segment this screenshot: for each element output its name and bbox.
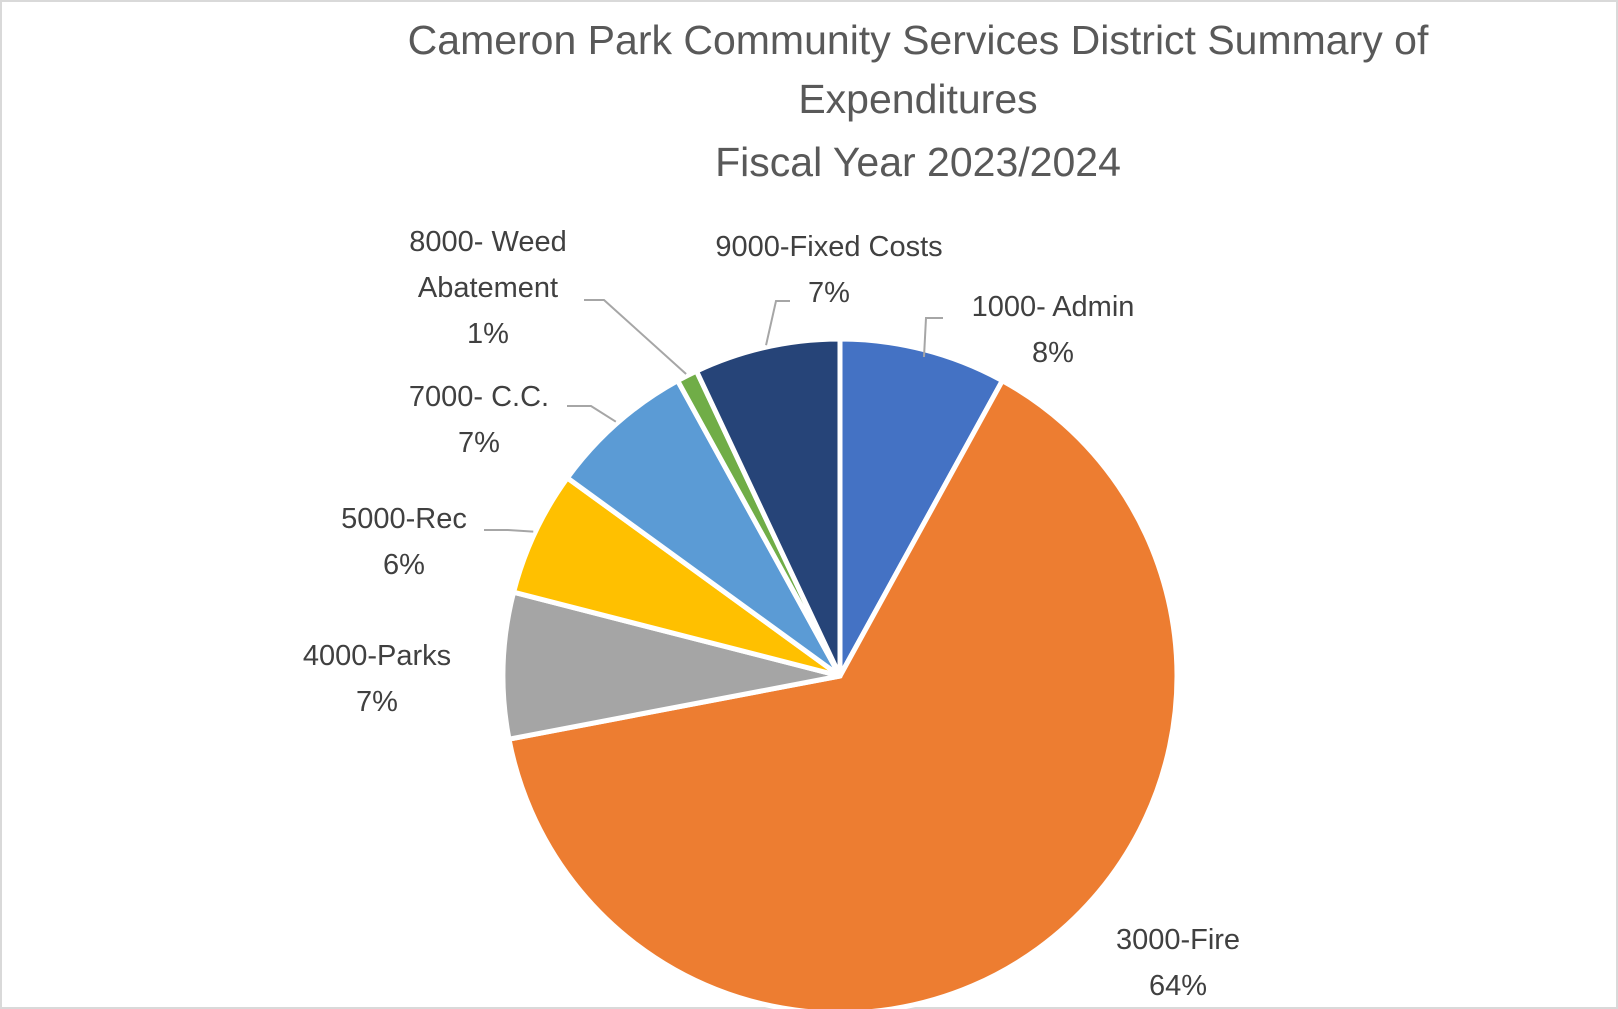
- slice-category-label-9000-fixed-costs: 9000-Fixed Costs: [715, 231, 942, 263]
- slice-labels: 1000- Admin 8% 3000-Fire 64% 4000-Parks 7% 500…: [303, 226, 1240, 1002]
- leader-line-8000-weed-abatement: [584, 299, 687, 375]
- pie-slice-4000-parks: [500, 589, 843, 742]
- leader-line-5000-rec: [484, 529, 534, 533]
- leader-line-9000-fixed-costs: [765, 300, 790, 346]
- pie-slice-3000-fire: [506, 378, 1180, 1009]
- slice-value-label-3000-fire: 64%: [1149, 970, 1207, 1002]
- slice-category-label-7000-c-c: 7000- C.C.: [409, 381, 549, 413]
- pie-slices: [500, 336, 1180, 1009]
- slice-category-label-5000-rec: 5000-Rec: [341, 503, 467, 535]
- leader-lines: [484, 299, 943, 533]
- slice-value-label-4000-parks: 7%: [356, 686, 398, 718]
- leader-line-1000-admin: [923, 317, 943, 358]
- slice-category-label-8000-weed-abatement-line-2: Abatement: [418, 272, 558, 304]
- pie-slice-9000-fixed-costs: [694, 336, 843, 679]
- slice-value-label-5000-rec: 6%: [383, 549, 425, 581]
- slice-category-label-3000-fire: 3000-Fire: [1116, 924, 1240, 956]
- chart-title-line-1: Cameron Park Community Services District…: [408, 17, 1429, 63]
- chart-title-line-2: Expenditures: [798, 76, 1037, 122]
- leader-line-7000-c-c: [567, 405, 617, 423]
- slice-value-label-7000-c-c: 7%: [458, 427, 500, 459]
- slice-category-label-4000-parks: 4000-Parks: [303, 640, 451, 672]
- slice-category-label-1000-admin: 1000- Admin: [972, 291, 1135, 323]
- chart-subtitle: Fiscal Year 2023/2024: [715, 139, 1121, 185]
- slice-value-label-9000-fixed-costs: 7%: [808, 277, 850, 309]
- slice-category-label-8000-weed-abatement-line-1: 8000- Weed: [409, 226, 566, 258]
- slice-value-label-8000-weed-abatement: 1%: [467, 318, 509, 350]
- pie-slice-7000-c-c: [564, 378, 843, 679]
- slice-value-label-1000-admin: 8%: [1032, 337, 1074, 369]
